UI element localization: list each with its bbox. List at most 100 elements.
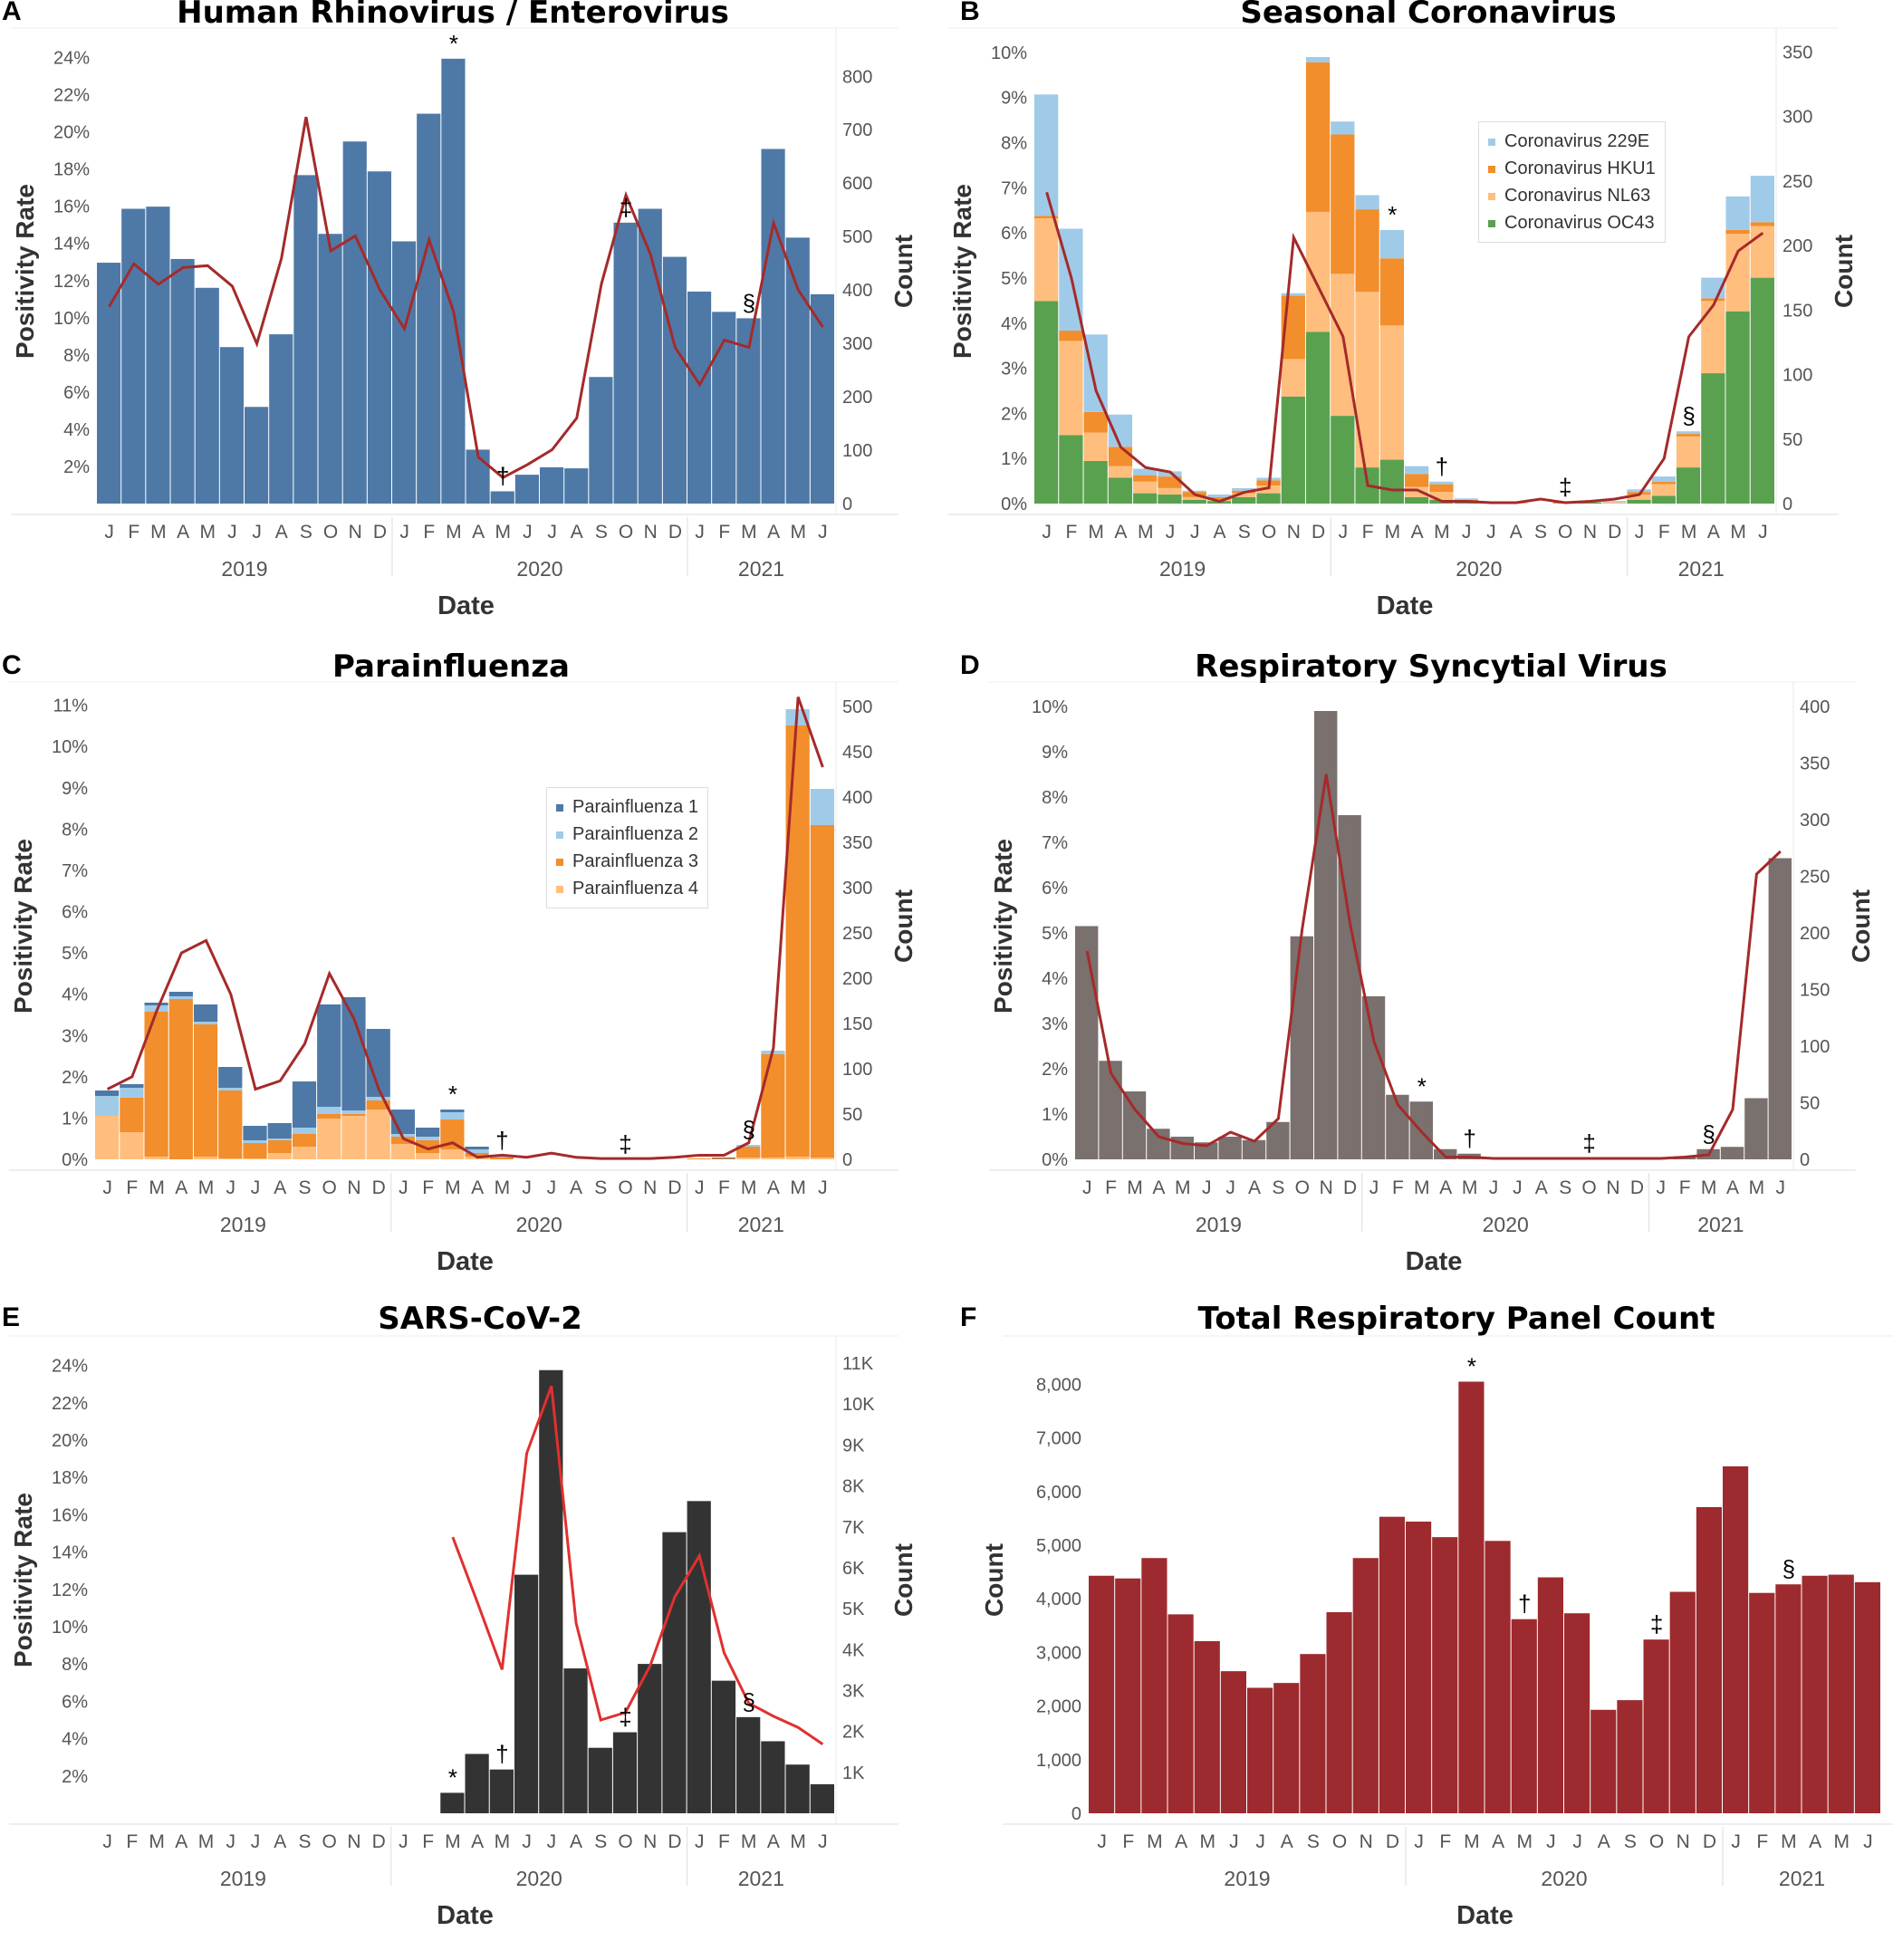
left-tick-label: 2% (1042, 1060, 1068, 1080)
bar-segment (1627, 495, 1651, 500)
month-tick-label: S (300, 522, 312, 543)
month-tick-label: J (547, 1177, 557, 1198)
legend-swatch (556, 803, 563, 812)
month-tick-label: O (323, 522, 338, 543)
left-tick-label: 5% (1042, 924, 1068, 944)
left-tick-label: 6,000 (1036, 1483, 1081, 1503)
left-tick-label: 1% (1001, 449, 1027, 469)
month-tick-label: M (790, 1177, 806, 1198)
bar (1406, 1521, 1432, 1813)
bar (318, 234, 342, 504)
bar-segment (317, 1107, 341, 1114)
annotation-marker: * (448, 1763, 457, 1791)
bar-segment (1108, 414, 1133, 447)
month-tick-label: A (1439, 1177, 1452, 1198)
bar (1379, 1516, 1405, 1813)
left-tick-label: 22% (53, 86, 90, 106)
bar-segment (1281, 359, 1305, 397)
bar-segment (218, 1158, 243, 1159)
month-tick-label: D (1386, 1831, 1399, 1852)
month-tick-label: M (1147, 1831, 1163, 1852)
bar-segment (1232, 493, 1256, 497)
bar-segment (416, 1140, 440, 1153)
bar-segment (144, 1157, 168, 1159)
bar-segment (736, 1158, 761, 1159)
bar-segment (1725, 196, 1750, 230)
bar-segment (168, 999, 193, 1159)
annotation-marker: * (448, 1081, 457, 1108)
right-tick-label: 4K (842, 1640, 865, 1660)
month-tick-label: J (1339, 522, 1349, 543)
positivity-rate-line (1085, 773, 1782, 1160)
bar (638, 1664, 662, 1813)
month-tick-label: J (1462, 522, 1472, 543)
chart-svg: 0 1,000 2,000 3,000 4,000 5,000 6,000 7,000 8,00… (980, 1335, 1893, 1930)
left-tick-label: 9% (62, 779, 88, 799)
right-tick-label: 200 (1800, 924, 1830, 944)
month-tick-label: F (1658, 522, 1670, 543)
bar-segment (1182, 490, 1206, 493)
bar-segment (1577, 502, 1602, 504)
bar (1122, 1091, 1147, 1159)
bar (342, 141, 367, 504)
bar-segment (366, 1097, 390, 1100)
left-tick-label: 0 (1071, 1804, 1081, 1824)
year-label: 2020 (1483, 1213, 1529, 1236)
month-tick-label: M (1834, 1831, 1850, 1852)
right-tick-label: 0 (1782, 495, 1792, 514)
bar-segment (1158, 476, 1182, 488)
legend-label: Coronavirus 229E (1504, 131, 1650, 151)
bar (195, 287, 219, 504)
bar (810, 293, 834, 504)
legend-label: Coronavirus NL63 (1504, 186, 1651, 206)
legend-label: Parainfluenza 1 (572, 797, 698, 817)
bar (712, 312, 736, 504)
month-tick-label: S (1307, 1831, 1320, 1852)
bar-segment (1405, 474, 1429, 487)
bar (514, 1574, 539, 1813)
bar (121, 208, 146, 504)
month-tick-label: A (1248, 1177, 1261, 1198)
panel-a: 2% 4% 6% 8% 10% 12% 14% 16% 18% 20% 22% 24% 0 100 200 3… (0, 0, 946, 654)
bar (540, 466, 564, 504)
month-tick-label: A (1535, 1177, 1548, 1198)
bar-segment (1651, 481, 1676, 485)
chart-svg: 2% 4% 6% 8% 10% 12% 14% 16% 18% 20% 22% 24% 1K 2K 3K 4K… (9, 1335, 918, 1930)
month-tick-label: J (227, 522, 237, 543)
left-tick-label: 4,000 (1036, 1590, 1081, 1609)
panel-letter: F (960, 1302, 977, 1332)
right-tick-label: 400 (1800, 697, 1830, 717)
chart-title: Total Respiratory Panel Count (1197, 1301, 1715, 1337)
bar-segment (193, 1004, 218, 1022)
right-tick-label: 250 (1800, 868, 1830, 888)
bar-segment (120, 1132, 144, 1159)
bar-segment (1750, 277, 1774, 504)
bar (1273, 1683, 1300, 1813)
bar-segment (1281, 396, 1305, 504)
left-tick-label: 12% (52, 1580, 88, 1600)
year-label: 2020 (1541, 1867, 1587, 1890)
bar (662, 256, 687, 504)
month-tick-label: A (175, 1177, 187, 1198)
left-tick-label: 1,000 (1036, 1751, 1081, 1771)
month-tick-label: N (1320, 1177, 1333, 1198)
bar (761, 149, 785, 504)
chart-title: SARS-CoV-2 (378, 1301, 582, 1337)
month-tick-label: M (149, 1831, 165, 1852)
x-axis-title: Date (1377, 591, 1434, 620)
right-tick-label: 100 (842, 1060, 872, 1080)
bar (1768, 858, 1792, 1159)
left-tick-label: 8% (1042, 788, 1068, 808)
bar (1643, 1639, 1669, 1813)
month-tick-label: F (1756, 1831, 1768, 1852)
bar (1458, 1381, 1485, 1813)
month-tick-label: J (522, 1831, 532, 1852)
x-axis-title: Date (1406, 1247, 1463, 1276)
bar-segment (711, 1158, 736, 1159)
right-tick-label: 350 (1800, 754, 1830, 774)
bar (1854, 1581, 1880, 1813)
chart-svg: 0% 1% 2% 3% 4% 5% 6% 7% 8% 9% 10% 11% 0 50 100 150 200 25… (9, 681, 918, 1276)
month-tick-label: M (1434, 522, 1450, 543)
bar (417, 113, 441, 504)
annotation-marker: * (1417, 1072, 1427, 1100)
